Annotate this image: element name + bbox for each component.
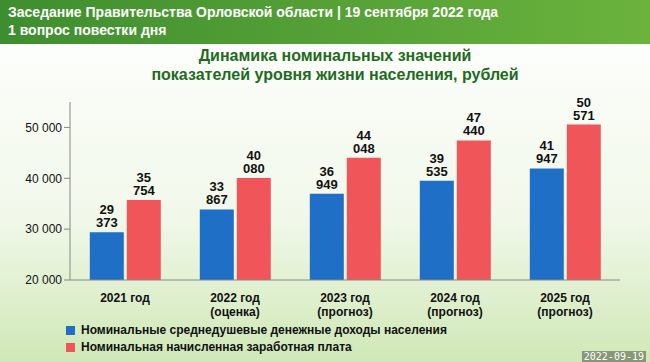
svg-text:44048: 44048 bbox=[353, 128, 375, 156]
svg-text:36949: 36949 bbox=[316, 164, 338, 192]
html-text:1 вопрос повестки дня: 1 вопрос повестки дня bbox=[8, 22, 167, 38]
svg-text:50 000: 50 000 bbox=[25, 121, 62, 135]
svg-text:35754: 35754 bbox=[133, 170, 155, 198]
svg-text:50571: 50571 bbox=[573, 95, 595, 123]
html-text:Номинальные среднедушевые дене: Номинальные среднедушевые денежные доход… bbox=[81, 323, 447, 337]
html-text:2022-09-19: 2022-09-19 bbox=[583, 351, 644, 362]
svg-text:2024 год(прогноз): 2024 год(прогноз) bbox=[427, 291, 482, 319]
svg-text:30 000: 30 000 bbox=[25, 222, 62, 236]
svg-text:47440: 47440 bbox=[463, 110, 485, 138]
svg-text:41947: 41947 bbox=[536, 138, 558, 166]
html-text:Номинальная начисленная зарабо: Номинальная начисленная заработная плата bbox=[81, 340, 352, 354]
svg-text:29373: 29373 bbox=[96, 202, 118, 230]
svg-text:2023 год(прогноз): 2023 год(прогноз) bbox=[317, 291, 372, 319]
svg-text:39535: 39535 bbox=[426, 151, 448, 179]
svg-text:20 000: 20 000 bbox=[25, 273, 62, 287]
svg-text:2025 год(прогноз): 2025 год(прогноз) bbox=[537, 291, 592, 319]
html-text:Динамика номинальных значений: Динамика номинальных значений показателе… bbox=[151, 47, 519, 83]
svg-text:40080: 40080 bbox=[243, 148, 265, 176]
svg-text:40 000: 40 000 bbox=[25, 172, 62, 186]
svg-text:33867: 33867 bbox=[206, 179, 228, 207]
svg-text:2021 год: 2021 год bbox=[100, 291, 150, 305]
svg-text:2022 год(оценка): 2022 год(оценка) bbox=[210, 291, 260, 319]
html-text:Заседание Правительства Орловс: Заседание Правительства Орловской област… bbox=[8, 4, 499, 20]
